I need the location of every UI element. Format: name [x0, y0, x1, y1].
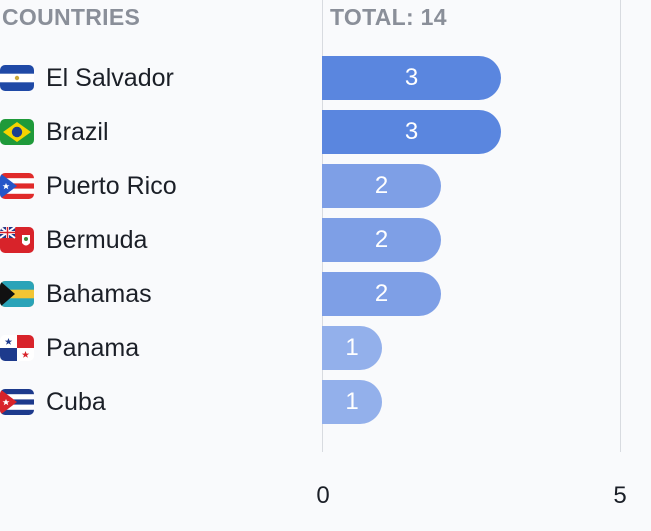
bar: 2	[322, 272, 441, 316]
bar: 3	[322, 56, 501, 100]
puerto-rico-flag-icon	[0, 173, 34, 199]
countries-header: COUNTRIES	[2, 4, 141, 30]
total-header: TOTAL: 14	[330, 4, 447, 30]
country-row: Cuba	[0, 380, 320, 424]
country-label: Puerto Rico	[46, 171, 177, 200]
country-row: Bahamas	[0, 272, 320, 316]
el-salvador-flag-icon	[0, 65, 34, 91]
bermuda-flag-icon	[0, 227, 34, 253]
x-tick-label: 0	[316, 482, 330, 509]
bahamas-flag-icon	[0, 281, 34, 307]
panama-flag-icon	[0, 335, 34, 361]
bar-value-label: 3	[404, 118, 419, 145]
country-label: El Salvador	[46, 63, 174, 92]
bar: 2	[322, 164, 441, 208]
country-row: Bermuda	[0, 218, 320, 262]
bar: 3	[322, 110, 501, 154]
bar-value-label: 2	[374, 280, 389, 307]
bar-value-label: 2	[374, 172, 389, 199]
bar-value-label: 2	[374, 226, 389, 253]
axis-max-line	[620, 0, 621, 452]
country-label: Cuba	[46, 387, 106, 416]
country-label: Brazil	[46, 117, 109, 146]
country-label: Panama	[46, 333, 140, 362]
country-row: Puerto Rico	[0, 164, 320, 208]
bar-value-label: 3	[404, 64, 419, 91]
bar-value-label: 1	[345, 334, 359, 361]
bar: 1	[322, 326, 382, 370]
x-tick-label: 5	[613, 482, 627, 509]
country-row: Brazil	[0, 110, 320, 154]
country-label: Bahamas	[46, 279, 152, 308]
country-row: Panama	[0, 326, 320, 370]
country-label: Bermuda	[46, 225, 148, 254]
bar: 2	[322, 218, 441, 262]
bar: 1	[322, 380, 382, 424]
brazil-flag-icon	[0, 119, 34, 145]
country-row: El Salvador	[0, 56, 320, 100]
bar-value-label: 1	[345, 388, 359, 415]
cuba-flag-icon	[0, 389, 34, 415]
